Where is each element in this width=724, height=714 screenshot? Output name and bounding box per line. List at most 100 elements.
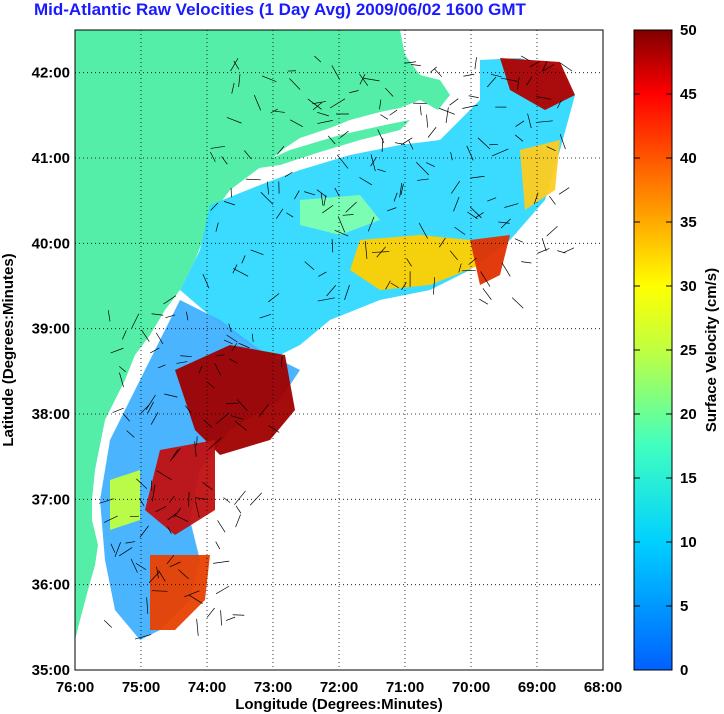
velocity-vector [215,222,219,232]
velocity-vector [394,142,406,145]
velocity-vector [280,356,283,368]
velocity-vector [286,212,294,218]
velocity-vector [370,156,377,167]
velocity-region [520,140,560,210]
velocity-vector [468,257,477,265]
velocity-vector [223,201,236,206]
velocity-vector [445,107,449,124]
velocity-vector [214,363,222,376]
velocity-vector [371,251,390,253]
velocity-vector [150,347,160,354]
velocity-vector [244,150,252,160]
velocity-vector [504,203,519,208]
velocity-vector [520,55,530,61]
velocity-vector [276,208,284,219]
velocity-vector [470,175,485,179]
velocity-vector [122,330,127,340]
velocity-vector [233,60,240,70]
velocity-vector [514,238,523,243]
velocity-vector [140,404,150,414]
velocity-vector [196,618,199,636]
velocity-vector [515,120,525,127]
y-tick-label: 42:00 [32,65,70,82]
velocity-vector [320,193,324,206]
velocity-vector [400,183,404,195]
velocity-vector [226,334,238,343]
velocity-vector [198,365,203,374]
y-tick-label: 41:00 [32,150,70,167]
velocity-vector [359,74,369,86]
velocity-vector [156,470,172,481]
velocity-vector [304,191,316,196]
velocity-vector [542,60,548,72]
velocity-vector [529,61,540,68]
velocity-vector [215,585,230,595]
velocity-region [180,58,575,360]
velocity-vector [118,547,133,557]
velocity-vector [487,76,497,88]
y-tick-label: 40:00 [32,235,70,252]
velocity-vector [186,311,189,321]
velocity-vector [172,448,181,459]
velocity-vector [449,250,458,261]
x-tick-label: 69:00 [518,679,556,696]
velocity-vector [136,478,148,489]
velocity-vector [202,482,213,491]
velocity-vector [425,162,435,168]
velocity-vector [558,187,570,195]
velocity-vector [223,339,233,345]
velocity-vector [180,355,192,357]
velocity-vector [419,105,422,116]
x-tick-label: 71:00 [386,679,424,696]
velocity-vector [148,571,160,584]
velocity-vector [225,616,236,621]
velocity-vector [122,413,130,422]
velocity-region [175,345,295,455]
velocity-vector [217,520,226,533]
velocity-vector [304,261,315,271]
velocity-region [110,470,140,530]
velocity-vector [307,98,322,110]
velocity-vector [331,239,334,253]
velocity-vector [381,138,384,152]
velocity-vector [367,216,375,232]
velocity-vector [323,195,327,206]
velocity-vector [462,104,478,109]
velocity-vector [514,134,524,142]
velocity-vector [277,146,285,155]
colorbar [633,29,673,671]
velocity-vector [479,298,489,305]
velocity-vector [498,221,510,224]
x-tick-label: 68:00 [584,679,622,696]
velocity-vector [466,145,474,161]
velocity-vector [344,284,350,300]
colorbar-tick-label: 20 [680,406,697,423]
velocity-vector [178,569,189,580]
velocity-vector [482,288,492,300]
velocity-vector [426,114,429,128]
velocity-vector [463,73,475,77]
velocity-vector [359,177,373,186]
velocity-vector [268,293,280,303]
velocity-vector [370,154,376,172]
velocity-vector [408,140,414,150]
velocity-vector [129,515,140,518]
velocity-vector [170,449,179,462]
velocity-vector [449,98,459,106]
velocity-vector [226,402,239,405]
velocity-vector [258,404,269,417]
velocity-vector [387,207,397,212]
velocity-vector [176,361,188,364]
velocity-region [150,555,210,630]
colorbar-tick-label: 10 [680,534,697,551]
velocity-vector [150,412,159,425]
velocity-vector [189,594,203,604]
velocity-vector [210,202,219,211]
velocity-vector [203,419,213,428]
velocity-vector [345,201,357,213]
velocity-vector [521,261,532,264]
velocity-vector [169,561,181,568]
velocity-vector [238,342,250,349]
velocity-vector [389,109,398,116]
